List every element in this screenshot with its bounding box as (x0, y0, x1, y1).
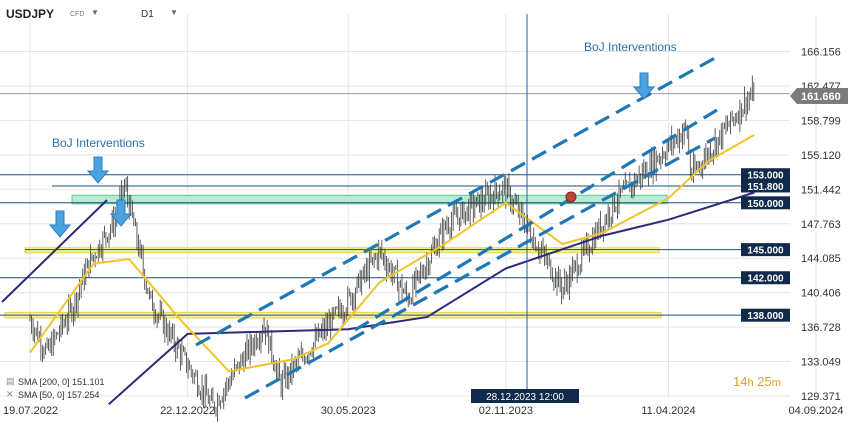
instrument-type: CFD (70, 11, 85, 18)
sma200-legend[interactable]: ▤ SMA [200, 0] 151.101 (6, 376, 105, 387)
moving-averages (29, 134, 755, 405)
x-tick-label: 19.07.2022 (3, 405, 58, 417)
x-tick-label: 02.11.2023 (479, 405, 533, 417)
x-tick-label: 22.12.2022 (160, 405, 215, 417)
boj-annotation-right: BoJ Interventions (584, 40, 677, 54)
sma200-line (108, 191, 755, 405)
sma50-line (29, 134, 755, 373)
bar-chart-icon[interactable]: ▤ (6, 376, 15, 386)
timer-hours: 14 (733, 374, 748, 389)
timeframe-selector[interactable]: D1 (141, 9, 154, 20)
down-arrow-icon (48, 210, 72, 238)
y-tick-label: 140.406 (801, 288, 841, 300)
current-price-label: 161.660 (801, 91, 841, 103)
y-tick-label: 155.120 (801, 150, 841, 162)
level-label-box (741, 168, 790, 182)
sma50-legend[interactable]: ✕ SMA [50, 0] 157.254 (6, 389, 100, 400)
trend-channels[interactable] (1, 56, 718, 400)
crosshair-date-label: 28.12.2023 12:00 (471, 389, 579, 403)
y-tick-label: 166.156 (801, 47, 841, 59)
sma50-legend-label: SMA [50, 0] 157.254 (18, 389, 100, 400)
level-label-box (741, 243, 790, 257)
level-label-box (741, 179, 790, 193)
x-tick-label: 11.04.2024 (641, 405, 695, 417)
crosshair-date-text: 28.12.2023 12:00 (486, 392, 564, 403)
price-zones (4, 194, 668, 319)
timer-hours-unit: h (747, 377, 754, 389)
down-arrow-icon (632, 72, 656, 100)
down-arrow-icon (86, 156, 110, 184)
price-axis[interactable]: 166.156162.477158.799155.120151.442147.7… (801, 47, 841, 404)
level-label-text: 142.000 (747, 274, 784, 285)
level-label-text: 150.000 (747, 199, 784, 210)
trendline-solid[interactable] (1, 199, 108, 303)
y-tick-label: 147.763 (801, 219, 841, 231)
sma200-legend-label: SMA [200, 0] 151.101 (18, 376, 105, 387)
close-icon[interactable]: ✕ (6, 389, 14, 399)
price-zone[interactable] (24, 247, 660, 254)
channel-upper-line[interactable] (195, 56, 716, 347)
timeframe-dropdown-icon[interactable]: ▼ (170, 8, 178, 17)
level-label-text: 145.000 (747, 246, 784, 257)
x-tick-label: 30.05.2023 (321, 405, 376, 417)
candle-countdown-timer: 14h 25m (733, 374, 781, 389)
level-label-box (741, 271, 790, 285)
x-tick-label: 04.09.2024 (788, 405, 843, 417)
y-tick-label: 144.085 (801, 253, 841, 265)
y-tick-label: 136.728 (801, 322, 841, 334)
boj-annotation-left: BoJ Interventions (52, 136, 145, 150)
y-tick-label: 151.442 (801, 184, 841, 196)
event-marker-dot[interactable] (565, 191, 577, 203)
level-label-box (741, 308, 790, 322)
level-label-box (741, 196, 790, 210)
time-axis[interactable]: 19.07.2022 22.12.2022 30.05.2023 02.11.2023… (3, 405, 844, 417)
timer-minutes-unit: m (771, 377, 781, 389)
channel-middle-line[interactable] (354, 108, 718, 332)
y-tick-label: 129.371 (801, 391, 841, 403)
down-arrow-icon (109, 199, 133, 227)
symbol-name[interactable]: USDJPY (6, 7, 55, 21)
intervention-arrows (48, 72, 656, 238)
channel-lower-line[interactable] (244, 136, 716, 400)
timer-minutes: 25 (757, 374, 772, 389)
y-tick-label: 158.799 (801, 115, 841, 127)
current-price-marker: 161.660 (790, 88, 848, 104)
level-label-text: 151.800 (747, 182, 784, 193)
level-label-text: 153.000 (747, 171, 784, 182)
level-label-text: 138.000 (747, 311, 784, 322)
y-tick-label: 133.049 (801, 357, 841, 369)
symbol-dropdown-icon[interactable]: ▼ (91, 8, 99, 17)
grid (0, 14, 817, 398)
